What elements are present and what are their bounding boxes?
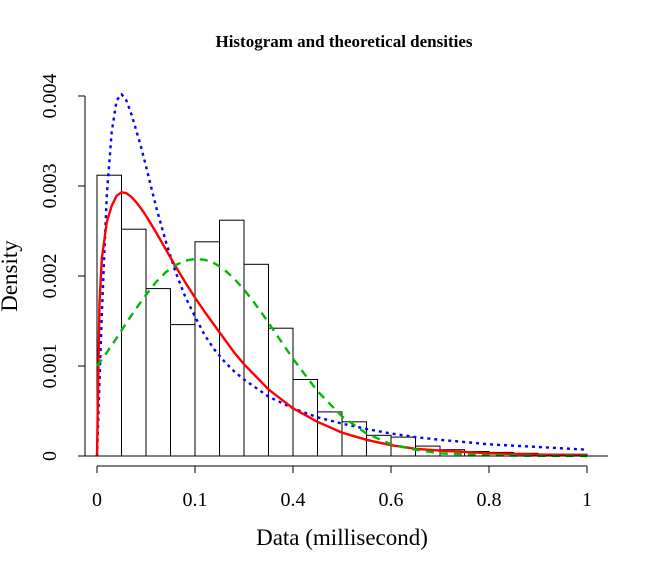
density-curve-dotted: [95, 92, 588, 457]
x-axis-ticks: 0 0.1 0.4 0.6 0.8 1: [92, 466, 592, 511]
histogram-bar: [292, 379, 318, 457]
y-axis-label: Density: [0, 240, 22, 312]
x-tick-label: 0.1: [183, 489, 208, 511]
x-axis-label: Data (millisecond): [256, 525, 428, 550]
x-tick-label: 0.8: [477, 489, 502, 511]
histogram-bar: [317, 411, 343, 457]
chart-title: Histogram and theoretical densities: [215, 32, 472, 51]
y-axis-ticks: 0 0.001 0.002 0.003 0.004: [39, 74, 85, 461]
x-tick-label: 0.4: [281, 489, 306, 511]
x-tick-label: 0.6: [379, 489, 404, 511]
x-tick-label: 1: [582, 489, 592, 511]
y-tick-label: 0: [39, 451, 61, 461]
density-curve-solid: [95, 191, 588, 457]
histogram-bar: [170, 324, 196, 457]
y-tick-label: 0.004: [39, 74, 61, 119]
density-curves: [95, 92, 588, 458]
x-tick-label: 0: [92, 489, 102, 511]
histogram-bar: [194, 241, 220, 457]
histogram-bar: [121, 228, 147, 457]
y-tick-label: 0.001: [39, 344, 61, 389]
y-tick-label: 0.003: [39, 164, 61, 209]
y-tick-label: 0.002: [39, 254, 61, 299]
histogram-bars: [96, 174, 588, 457]
histogram-bar: [145, 288, 171, 457]
density-curve-dashed: [96, 257, 588, 458]
